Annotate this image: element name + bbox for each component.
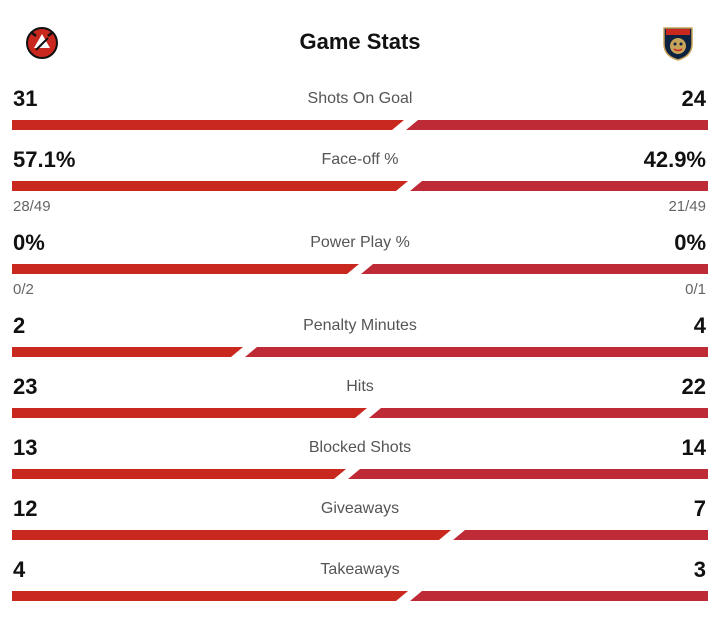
stats-list: Shots On Goal 31 24 Face-off % 57.1% 42.9% 28/… [0,86,720,601]
stat-detail: 28/49 21/49 [12,198,708,216]
stat-row: Giveaways 12 7 [12,496,708,540]
stat-row: Hits 23 22 [12,374,708,418]
stat-row: Shots On Goal 31 24 [12,86,708,130]
away-bar [369,408,708,418]
away-value: 3 [693,557,706,582]
home-value: 2 [13,313,26,338]
stat-label: Power Play % [310,234,410,251]
stat-values: Giveaways 12 7 [12,496,708,522]
away-bar [245,347,708,357]
away-bar [410,181,708,191]
stat-label: Hits [346,378,374,395]
home-bar [12,530,451,540]
away-value: 24 [681,86,706,111]
home-bar [12,347,243,357]
home-bar [12,591,408,601]
away-value: 22 [681,374,706,399]
away-value: 7 [693,496,706,521]
home-bar [12,264,359,274]
stat-label: Giveaways [320,500,400,517]
home-bar [12,469,346,479]
home-value: 57.1% [13,147,76,172]
stat-values: Blocked Shots 13 14 [12,435,708,461]
home-value: 0% [13,230,45,255]
page-title: Game Stats [299,29,421,54]
away-value: 14 [681,435,706,460]
comparison-bar [12,408,708,418]
home-value: 31 [13,86,38,111]
stat-row: Power Play % 0% 0% 0/2 0/1 [12,230,708,299]
comparison-bar [12,264,708,274]
comparison-bar [12,530,708,540]
stat-row: Takeaways 4 3 [12,557,708,601]
comparison-bar [12,591,708,601]
stat-values: Takeaways 4 3 [12,557,708,583]
stat-row: Penalty Minutes 2 4 [12,313,708,357]
stat-values: Power Play % 0% 0% [12,230,708,256]
new-jersey-devils-logo-icon [26,27,58,59]
away-bar [453,530,708,540]
comparison-bar [12,120,708,130]
comparison-bar [12,469,708,479]
home-value: 12 [13,496,38,521]
away-value: 0% [674,230,706,255]
stat-label: Shots On Goal [307,90,413,107]
away-detail: 0/1 [685,281,706,298]
home-bar [12,181,408,191]
stat-detail: 0/2 0/1 [12,281,708,299]
stat-values: Face-off % 57.1% 42.9% [12,147,708,173]
stat-values: Hits 23 22 [12,374,708,400]
home-value: 23 [13,374,38,399]
stat-label: Face-off % [321,151,399,168]
stat-label: Takeaways [320,561,400,578]
home-value: 4 [13,557,26,582]
comparison-bar [12,347,708,357]
stat-row: Face-off % 57.1% 42.9% 28/49 21/49 [12,147,708,216]
home-bar [12,120,404,130]
game-stats-header: Game Stats [0,0,720,86]
home-value: 13 [13,435,38,460]
home-bar [12,408,367,418]
away-value: 4 [693,313,706,338]
florida-panthers-logo-icon [663,27,693,61]
home-detail: 0/2 [13,281,34,298]
away-bar [406,120,708,130]
stat-label: Penalty Minutes [303,317,417,334]
away-value: 42.9% [643,147,706,172]
away-bar [410,591,708,601]
comparison-bar [12,181,708,191]
stat-values: Penalty Minutes 2 4 [12,313,708,339]
stat-row: Blocked Shots 13 14 [12,435,708,479]
away-detail: 21/49 [668,198,706,215]
home-detail: 28/49 [13,198,51,215]
stat-values: Shots On Goal 31 24 [12,86,708,112]
stat-label: Blocked Shots [308,439,412,456]
away-bar [361,264,708,274]
away-bar [348,469,708,479]
